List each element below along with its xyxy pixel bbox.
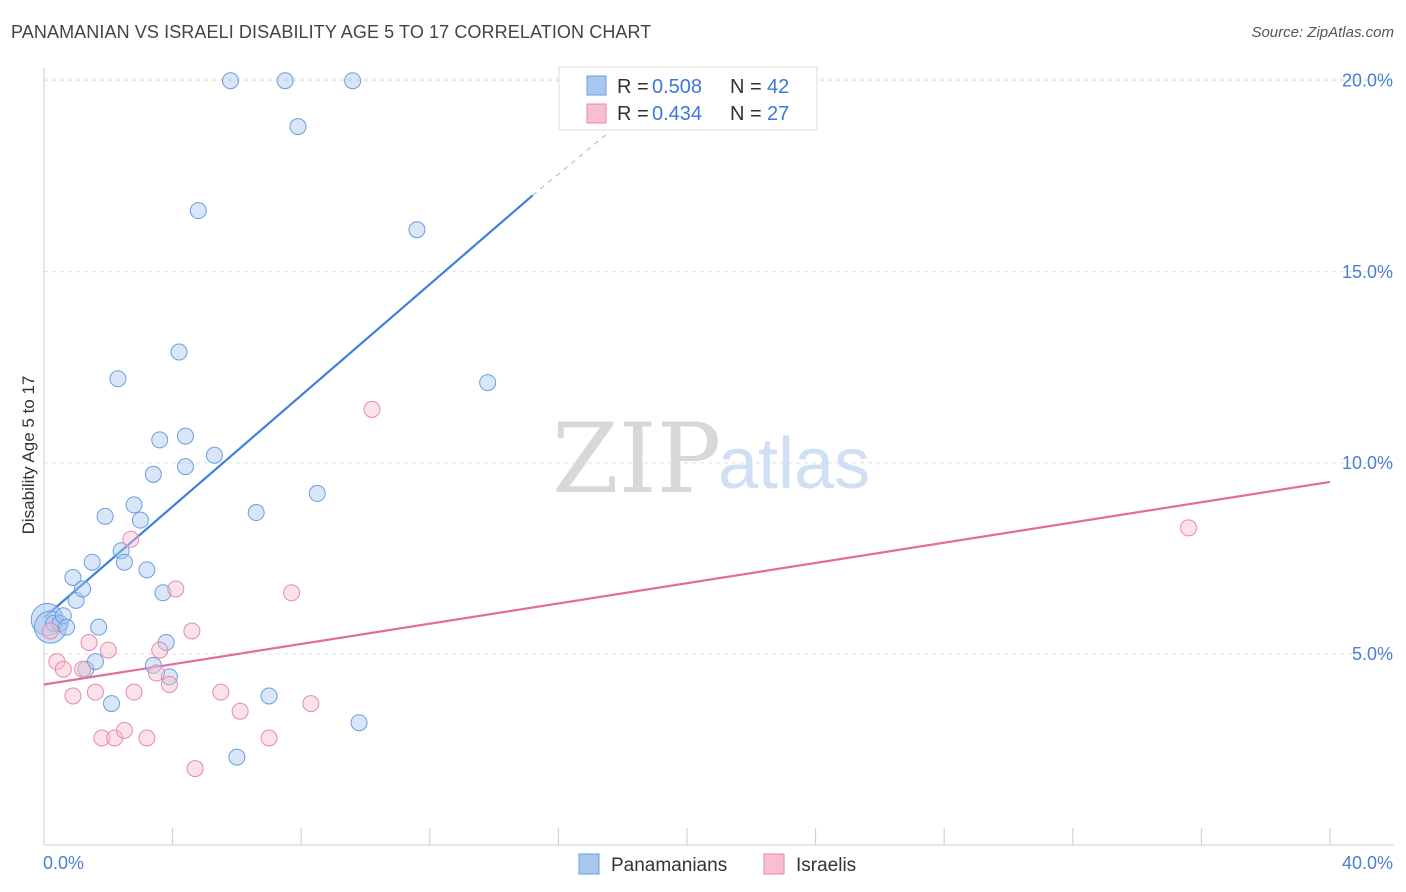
series-legend-label-panamanians: Panamanians	[611, 855, 727, 876]
point-israelis	[186, 760, 204, 778]
point-panamanians	[90, 618, 108, 636]
watermark-zip: ZIP	[552, 403, 721, 515]
point-israelis	[363, 400, 381, 418]
point-panamanians	[408, 221, 426, 239]
point-panamanians	[260, 687, 278, 705]
point-israelis	[54, 660, 72, 678]
point-israelis	[151, 641, 169, 659]
trend-line-israelis	[43, 480, 1331, 686]
point-panamanians	[33, 610, 67, 644]
chart-title: PANAMANIAN VS ISRAELI DISABILITY AGE 5 T…	[11, 22, 652, 42]
y-tick-label: 15.0%	[1342, 262, 1393, 282]
point-panamanians	[86, 653, 104, 671]
point-panamanians	[58, 618, 76, 636]
point-israelis	[125, 683, 143, 701]
point-panamanians	[109, 370, 127, 388]
point-israelis	[231, 702, 249, 720]
legend-swatch-panamanians	[586, 75, 607, 96]
series-legend: Panamanians Israelis	[578, 853, 856, 876]
gridlines: 5.0% 10.0% 15.0% 20.0%	[44, 71, 1394, 664]
point-panamanians	[74, 580, 92, 598]
x-tick-label-min: 0.0%	[43, 853, 84, 873]
data-points	[30, 72, 1198, 778]
series-legend-label-israelis: Israelis	[796, 855, 856, 876]
point-panamanians	[189, 202, 207, 220]
point-panamanians	[228, 748, 246, 766]
point-israelis	[148, 664, 166, 682]
point-israelis	[64, 687, 82, 705]
point-israelis	[212, 683, 230, 701]
point-panamanians	[115, 553, 133, 571]
point-panamanians	[131, 511, 149, 529]
trend-line-panamanians	[43, 194, 534, 619]
point-panamanians	[308, 484, 326, 502]
point-israelis	[41, 622, 59, 640]
point-panamanians	[247, 504, 265, 522]
y-tick-label: 10.0%	[1342, 453, 1393, 473]
point-israelis	[183, 622, 201, 640]
point-panamanians	[151, 431, 169, 449]
point-israelis	[122, 530, 140, 548]
legend-n-label: N =	[730, 76, 762, 98]
point-panamanians	[83, 553, 101, 571]
point-israelis	[74, 660, 92, 678]
point-israelis	[302, 695, 320, 713]
point-panamanians	[154, 584, 172, 602]
legend-swatch-israelis	[586, 103, 607, 124]
point-panamanians	[144, 465, 162, 483]
legend-r-label: R =	[617, 76, 649, 98]
point-panamanians	[479, 374, 497, 392]
y-tick-label: 20.0%	[1342, 71, 1393, 91]
point-panamanians	[96, 507, 114, 525]
point-israelis	[80, 633, 98, 651]
y-tick-label: 5.0%	[1352, 644, 1393, 664]
point-panamanians	[289, 118, 307, 136]
legend-r-label: R =	[617, 103, 649, 125]
point-panamanians	[221, 72, 239, 90]
legend-n-value-panamanians: 42	[767, 76, 789, 98]
y-axis-title: Disability Age 5 to 17	[19, 376, 38, 535]
point-israelis	[115, 721, 133, 739]
point-israelis	[283, 584, 301, 602]
point-panamanians	[176, 458, 194, 476]
axes: 0.0% 40.0%	[43, 68, 1394, 873]
point-panamanians	[276, 72, 294, 90]
point-israelis	[160, 675, 178, 693]
point-panamanians	[350, 714, 368, 732]
legend-r-value-panamanians: 0.508	[652, 76, 702, 98]
point-panamanians	[344, 72, 362, 90]
point-panamanians	[138, 561, 156, 579]
watermark-atlas: atlas	[718, 424, 870, 504]
point-panamanians	[125, 496, 143, 514]
legend-r-value-israelis: 0.434	[652, 103, 702, 125]
trend-lines	[43, 133, 1331, 686]
series-legend-swatch-israelis	[763, 853, 785, 875]
point-israelis	[167, 580, 185, 598]
correlation-legend: R = 0.508 N = 42 R = 0.434 N = 27	[558, 66, 818, 131]
point-israelis	[1180, 519, 1198, 537]
point-panamanians	[103, 695, 121, 713]
point-israelis	[260, 729, 278, 747]
point-israelis	[138, 729, 156, 747]
series-legend-swatch-panamanians	[578, 853, 600, 875]
legend-n-value-israelis: 27	[767, 103, 789, 125]
point-israelis	[93, 729, 111, 747]
point-panamanians	[170, 343, 188, 361]
x-tick-label-max: 40.0%	[1342, 853, 1393, 873]
source-credit: Source: ZipAtlas.com	[1251, 24, 1394, 41]
legend-n-label: N =	[730, 103, 762, 125]
point-panamanians	[205, 446, 223, 464]
point-panamanians	[64, 568, 82, 586]
trend-extension-panamanians	[532, 133, 607, 196]
point-panamanians	[176, 427, 194, 445]
point-israelis	[99, 641, 117, 659]
point-israelis	[86, 683, 104, 701]
